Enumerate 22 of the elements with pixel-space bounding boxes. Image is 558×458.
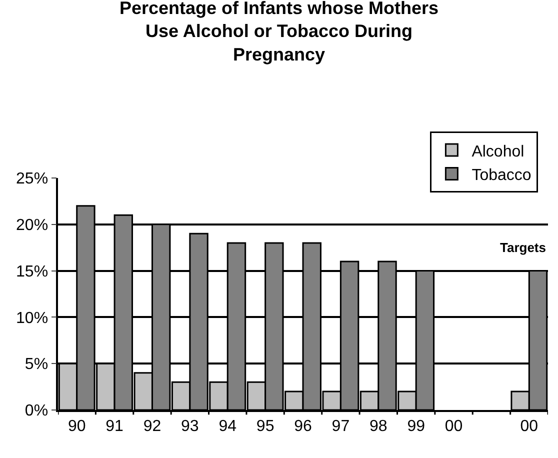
x-tick-label: 94 [218, 418, 237, 435]
x-tick-label: 00 [444, 418, 463, 435]
x-tick-label: 93 [181, 418, 199, 435]
x-tick-label: 92 [143, 418, 162, 435]
legend-label: Tobacco [472, 167, 532, 184]
y-tick-label: 20% [16, 217, 48, 234]
y-tick-label: 25% [16, 170, 48, 188]
x-tick-label: 98 [369, 418, 388, 435]
y-tick-label: 15% [16, 263, 48, 280]
x-tick-label: 99 [407, 418, 426, 435]
x-tick-label: 90 [68, 418, 86, 435]
x-tick-label: 91 [106, 418, 124, 435]
chart-title: Percentage of Infants whose Mothers Use Alcohol or Tobacco During Pregnancy [119, 0, 439, 65]
annotation: Targets [500, 240, 546, 255]
x-tick-label: 97 [332, 418, 350, 435]
x-tick-label: 96 [294, 418, 312, 435]
y-tick-label: 0% [24, 402, 48, 420]
y-tick-label: 5% [24, 356, 48, 374]
x-tick-label: 95 [256, 418, 274, 435]
y-tick-label: 10% [16, 310, 48, 327]
legend-label: Alcohol [472, 143, 524, 160]
x-tick-label: 00 [520, 418, 538, 435]
